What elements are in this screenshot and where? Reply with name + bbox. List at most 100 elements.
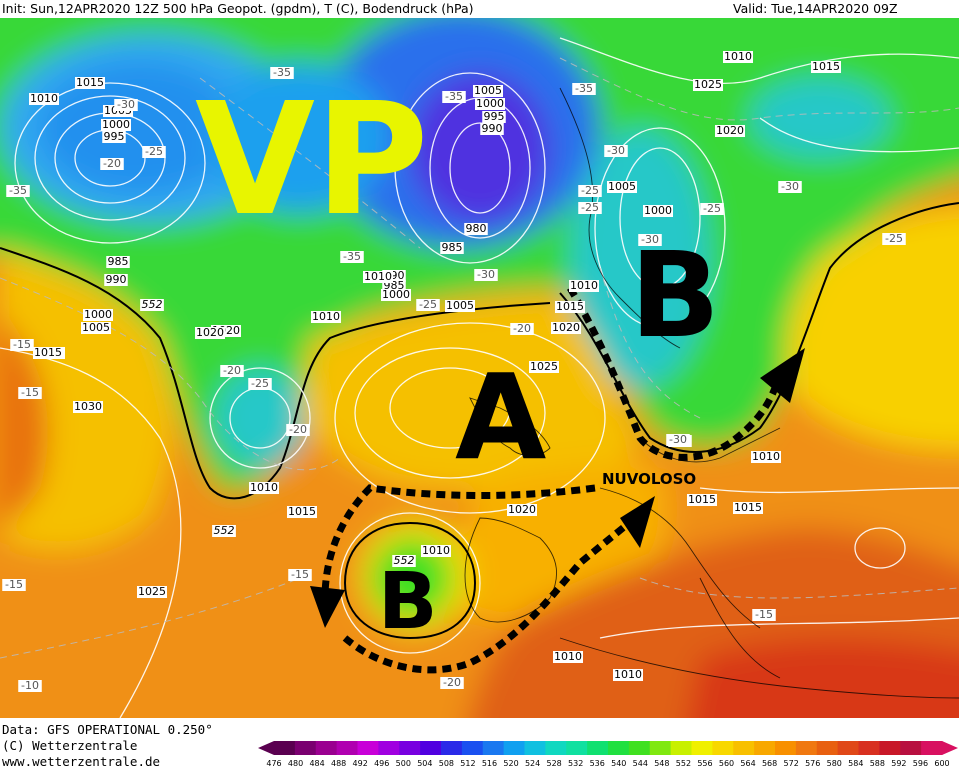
isobar-label: 985 [440,241,464,254]
isobar-label: 1010 [751,450,781,463]
svg-text:1020: 1020 [508,503,536,516]
colorbar-swatch [712,741,734,755]
colorbar-tick-label: 540 [611,759,626,768]
svg-text:1005: 1005 [82,321,110,334]
isobar-label: 1020 [551,321,581,334]
colorbar-tick-label: 480 [288,759,303,768]
coastlines [464,87,959,699]
isobar-label: 1030 [73,400,103,413]
polar-vortex-label: VP [195,69,429,250]
isohypse-label: 552 [212,524,236,537]
isobar-label: 1005 [81,321,111,334]
isotherm-label: -30 [474,268,498,281]
svg-text:-30: -30 [781,180,799,193]
svg-text:-35: -35 [9,184,27,197]
isobar-label: 1025 [693,78,723,91]
svg-text:1005: 1005 [608,180,636,193]
svg-text:1015: 1015 [688,493,716,506]
svg-text:-15: -15 [755,608,773,621]
svg-text:1010: 1010 [614,668,642,681]
colorbar-swatch [816,741,839,755]
isobar-label: 1005 [473,84,503,97]
svg-text:1000: 1000 [382,288,410,301]
arrow-heads [310,348,805,628]
isobar-label: 1010 [553,650,583,663]
isohypse-label: 552 [140,298,164,311]
svg-text:995: 995 [484,110,505,123]
colorbar-swatch [357,741,379,755]
isobar-label: 1025 [529,360,559,373]
colorbar-swatch [670,741,692,755]
colorbar-tick-label: 596 [913,759,928,768]
svg-text:-20: -20 [103,157,121,170]
colorbar-tick-label: 484 [309,759,324,768]
svg-text:-30: -30 [607,144,625,157]
isotherm-label: -15 [752,608,776,621]
colorbar-tick-label: 544 [633,759,648,768]
svg-text:1015: 1015 [734,501,762,514]
svg-text:1025: 1025 [530,360,558,373]
isobar-label: 1010 [613,668,643,681]
svg-text:-25: -25 [703,202,721,215]
isotherm-label: -30 [604,144,628,157]
colorbar-left-triangle [258,741,274,755]
colorbar-tick-label: 552 [676,759,691,768]
isotherm-label: -15 [2,578,26,591]
svg-text:-15: -15 [5,578,23,591]
cloud-band-arrows [321,286,779,674]
isobar-label: 1010 [569,279,599,292]
svg-text:-25: -25 [581,184,599,197]
svg-text:1010: 1010 [570,279,598,292]
isobar-label: 1000 [475,97,505,110]
colorbar-tick-label: 504 [417,759,432,768]
isotherm-label: -30 [638,233,662,246]
colorbar-swatch [837,741,859,755]
isobar-label: 1015 [75,76,105,89]
colorbar-swatch [691,741,713,755]
colorbar-tick-label: 528 [546,759,561,768]
isotherm-labels: -35-30-25-20-35-35-35-30-25-20-15-15-20-… [2,66,906,692]
isotherm-label: -35 [340,250,364,263]
colorbar-swatch [775,741,797,755]
svg-text:-15: -15 [13,338,31,351]
colorbar-swatch [399,741,421,755]
colorbar-swatch [420,741,442,755]
colorbar-swatch [315,741,338,755]
svg-text:-35: -35 [575,82,593,95]
isotherm-label: -10 [18,679,42,692]
colorbar-tick-label: 592 [891,759,906,768]
low-pressure-south-label: B [378,557,437,647]
website-url: www.wetterzentrale.de [2,754,161,769]
svg-text:-30: -30 [641,233,659,246]
data-source: Data: GFS OPERATIONAL 0.250° [2,722,213,737]
svg-text:-10: -10 [21,679,39,692]
colorbar-swatch [754,741,776,755]
isotherm-label: -20 [286,423,310,436]
svg-text:-30: -30 [669,433,687,446]
isobar-label: 1005 [445,299,475,312]
isotherm-label: -30 [114,98,138,111]
colorbar-tick-label: 536 [590,759,605,768]
isobar-label: 985 [106,255,130,268]
svg-text:980: 980 [466,222,487,235]
colorbar-tick-label: 588 [870,759,885,768]
svg-text:-20: -20 [289,423,307,436]
isobar-label: 1015 [733,501,763,514]
isobar-label: 1015 [687,493,717,506]
colorbar-tick-label: 584 [848,759,863,768]
colorbar-tick-label: 520 [503,759,518,768]
colorbar-swatch [482,741,505,755]
colorbar-swatch [628,741,651,755]
svg-text:1000: 1000 [84,308,112,321]
svg-text:1000: 1000 [644,204,672,217]
svg-text:552: 552 [394,554,415,567]
svg-text:-35: -35 [445,90,463,103]
svg-text:995: 995 [104,130,125,143]
isotherm-label: -15 [288,568,312,581]
svg-text:-25: -25 [251,377,269,390]
isohypse-label: 552 [392,554,416,567]
copyright: (C) Wetterzentrale [2,738,138,753]
colorbar-swatch [274,741,296,755]
isobar-label: 990 [104,273,128,286]
svg-text:985: 985 [108,255,129,268]
